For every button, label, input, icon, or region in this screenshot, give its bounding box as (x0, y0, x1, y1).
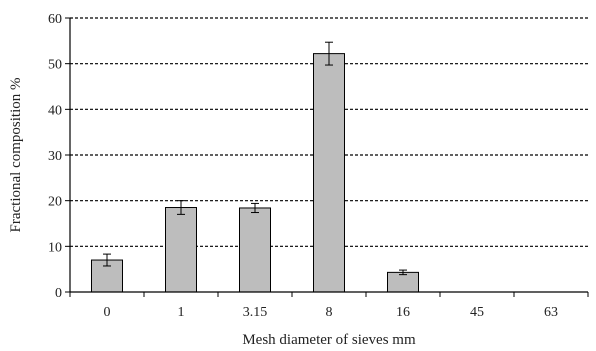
bar-3.15 (239, 207, 271, 293)
error-bar-8 (325, 41, 333, 66)
x-tick-label: 45 (470, 305, 484, 320)
bars (91, 53, 419, 293)
x-tick-label: 63 (544, 305, 558, 320)
error-bar-0 (103, 253, 111, 267)
x-tick-label: 16 (396, 305, 410, 320)
y-tick-label: 60 (48, 12, 62, 27)
y-tick-labels: 0 10 20 30 40 50 60 (48, 12, 62, 301)
bar-16 (387, 271, 419, 293)
bar-8 (313, 53, 345, 293)
y-tick-label: 0 (55, 286, 62, 301)
axes (65, 17, 589, 297)
x-tick-label: 3.15 (243, 305, 268, 320)
y-axis-title: Fractional composition % (8, 78, 24, 233)
y-tick-label: 40 (48, 103, 62, 118)
error-bar-1 (177, 200, 185, 215)
x-tick-label: 8 (326, 305, 333, 320)
y-tick-label: 30 (48, 149, 62, 164)
error-bar-16 (399, 269, 407, 276)
gridlines (70, 17, 588, 247)
bar-1 (165, 207, 197, 293)
y-tick-label: 20 (48, 195, 62, 210)
x-tick-label: 1 (178, 305, 185, 320)
x-tick-label: 0 (104, 305, 111, 320)
x-tick-labels: 0 1 3.15 8 16 45 63 (104, 305, 559, 320)
y-tick-label: 50 (48, 58, 62, 73)
error-bars (103, 41, 407, 276)
y-tick-label: 10 (48, 240, 62, 255)
error-bar-3.15 (251, 202, 259, 214)
x-axis-title: Mesh diameter of sieves mm (242, 332, 416, 348)
